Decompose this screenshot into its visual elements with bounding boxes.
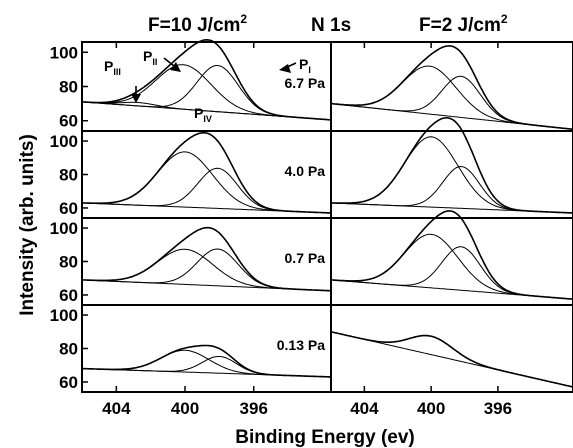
spectrum-envelope (330, 210, 573, 300)
spectrum-envelope (82, 226, 332, 292)
fit-peak-pi (330, 165, 573, 214)
y-tick-label: 80 (59, 78, 78, 97)
x-tick-label: 400 (171, 399, 199, 418)
panel-frame (330, 130, 573, 219)
spectrum-envelope (81, 38, 332, 121)
fit-peak-pi (82, 356, 331, 378)
spectrum-envelope (82, 344, 331, 378)
pressure-label: 6.7 Pa (285, 75, 326, 91)
y-tick-label: 60 (59, 373, 78, 392)
spectrum-envelope (82, 131, 332, 214)
y-tick-label: 100 (50, 132, 78, 151)
y-tick-label: 60 (59, 286, 78, 305)
y-tick-label: 100 (50, 43, 78, 62)
y-axis-title: Intensity (arb. units) (17, 134, 38, 316)
x-tick-label: 396 (484, 399, 512, 418)
fit-peak-pii (331, 136, 573, 214)
panel-3: 4.0 Pa (81, 130, 332, 219)
x-tick-label: 396 (240, 399, 268, 418)
pressure-label: 0.13 Pa (277, 337, 325, 353)
center-header: N 1s (311, 15, 351, 36)
fit-peak-pii (82, 151, 332, 214)
panel-7: 0.13 Pa (81, 304, 332, 393)
panel-4 (330, 117, 573, 219)
y-tick-label: 80 (59, 253, 78, 272)
y-tick-label: 80 (59, 166, 78, 185)
x-tick-label: 404 (102, 399, 131, 418)
pressure-label: 4.0 Pa (285, 163, 326, 179)
panel-frame (330, 217, 573, 306)
panel-grid: 6.7 Pa 4.0 Pa 0.7 Pa 0.13 Pa (81, 38, 573, 393)
peak-label-p3: PIII (104, 58, 121, 77)
y-tick-label: 60 (59, 112, 78, 131)
y-tick-label: 100 (50, 306, 78, 325)
panel-1: 6.7 Pa (81, 38, 332, 132)
left-column-header: F=10 J/cm2 (148, 12, 247, 36)
panel-8 (330, 304, 573, 393)
right-column-header: F=2 J/cm2 (419, 12, 508, 36)
peak-arrow-p2 (163, 57, 175, 67)
spectrum-envelope (330, 331, 573, 388)
x-axis-title: Binding Energy (ev) (235, 427, 414, 448)
peak-label-p1: PI (299, 56, 311, 75)
spectrum-envelope (330, 45, 573, 131)
x-tick-label: 400 (417, 399, 445, 418)
panel-frame (330, 304, 573, 393)
peak-arrowhead-p2 (170, 62, 181, 72)
panel-5: 0.7 Pa (81, 217, 332, 306)
peak-label-p4: PIV (194, 105, 212, 124)
y-tick-label: 80 (59, 340, 78, 359)
peak-annotations: PIII PII PI PIV (104, 48, 311, 124)
pressure-label: 0.7 Pa (285, 250, 326, 266)
peak-arrowhead-p3 (131, 94, 141, 103)
y-tick-label: 60 (59, 199, 78, 218)
fit-peak-pi (330, 75, 573, 130)
panel-frame (330, 41, 573, 132)
spectrum-envelope (331, 117, 573, 214)
fit-peak-pi (330, 246, 573, 300)
x-tick-label: 404 (350, 399, 379, 418)
panel-6 (330, 210, 573, 306)
y-tick-label: 100 (50, 219, 78, 238)
panel-2 (330, 41, 573, 132)
peak-arrowhead-p1 (279, 64, 291, 73)
peak-label-p2: PII (143, 48, 157, 67)
